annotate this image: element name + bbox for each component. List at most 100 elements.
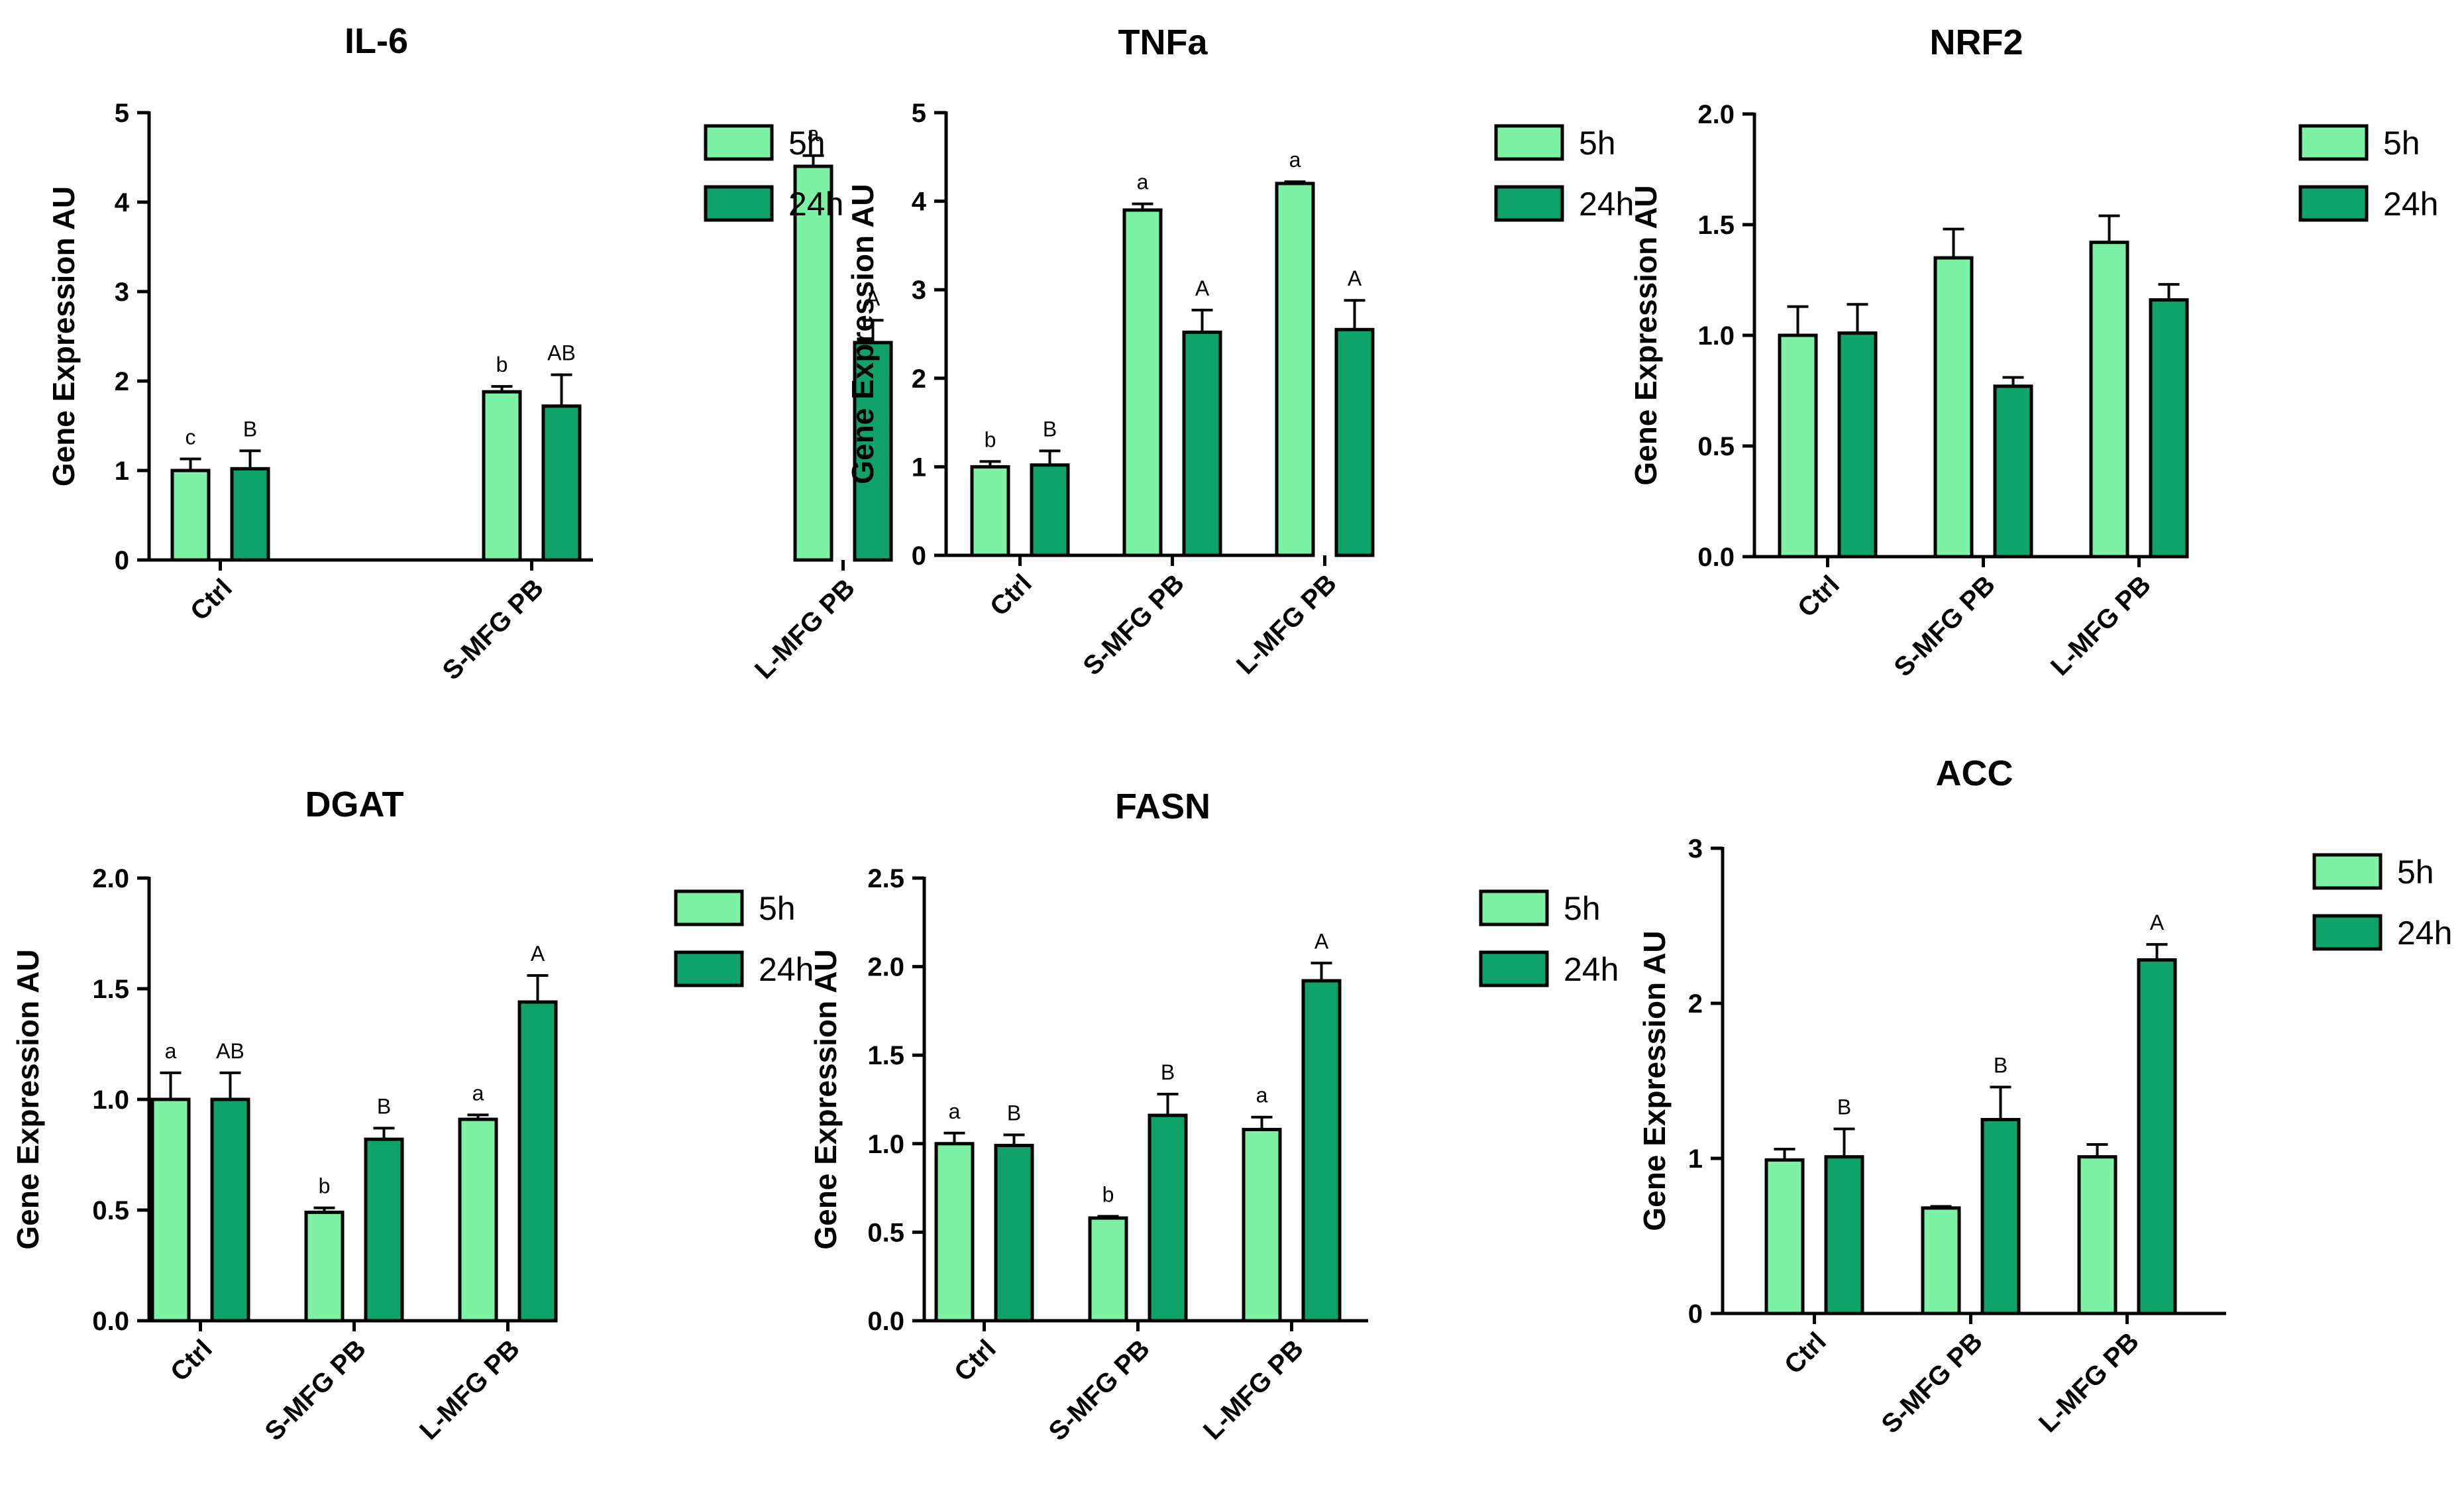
bar-24h-l-mfg-pb: [2137, 958, 2177, 1315]
bar-24h-s-mfg-pb: [364, 1137, 404, 1323]
bar-5h-ctrl: [1764, 1158, 1805, 1315]
y-tick-label: 2: [115, 367, 129, 396]
y-tick-label: 1.5: [92, 975, 129, 1004]
x-tick-label: L-MFG PB: [1198, 1334, 1309, 1445]
legend-swatch-24h: [1479, 950, 1549, 987]
x-tick-label: L-MFG PB: [414, 1334, 525, 1445]
bar-5h-ctrl: [934, 1142, 975, 1323]
y-tick-label: 2.0: [1697, 100, 1735, 129]
y-axis-label: Gene Expression AU: [11, 949, 45, 1249]
legend-label-5h: 5h: [2397, 854, 2434, 891]
bar-24h-s-mfg-pb: [1993, 384, 2033, 559]
chart-title: ACC: [1936, 753, 2013, 793]
bar-5h-l-mfg-pb: [458, 1117, 498, 1323]
y-axis-label: Gene Expression AU: [1637, 930, 1672, 1231]
y-tick-label: 1.5: [1697, 211, 1735, 240]
x-tick-label: Ctrl: [949, 1334, 1002, 1387]
chart-panel-tnfa: TNFa Gene Expression AU 0 1 2 3 4 5 b B Ctrl a A S-MF…: [845, 23, 1634, 681]
significance-label: A: [1195, 276, 1210, 300]
significance-label: a: [1137, 170, 1149, 194]
chart-title: DGAT: [305, 785, 404, 824]
bar-5h-l-mfg-pb: [1242, 1127, 1282, 1323]
y-tick-label: 1: [115, 457, 129, 486]
y-tick-label: 2: [912, 364, 926, 394]
y-tick-label: 3: [912, 276, 926, 305]
chart-panel-nrf2: NRF2 Gene Expression AU 0.0 0.5 1.0 1.5 2.0 Ctr…: [1629, 23, 2438, 683]
chart-title: TNFa: [1118, 23, 1208, 62]
y-tick-label: 0.0: [867, 1307, 904, 1336]
x-tick-label: Ctrl: [1792, 570, 1845, 623]
y-tick-label: 0.0: [92, 1307, 129, 1336]
bar-5h-s-mfg-pb: [304, 1210, 345, 1323]
bar-24h-l-mfg-pb: [2149, 298, 2189, 559]
bar-24h-ctrl: [230, 467, 270, 562]
significance-label: B: [1043, 417, 1057, 441]
bar-24h-l-mfg-pb: [853, 341, 893, 562]
bar-5h-l-mfg-pb: [1275, 182, 1315, 557]
y-tick-label: 1: [1688, 1144, 1703, 1174]
significance-label: A: [1348, 266, 1362, 290]
bar-24h-ctrl: [1030, 463, 1070, 557]
bar-24h-ctrl: [1824, 1155, 1864, 1315]
x-tick-label: L-MFG PB: [2033, 1327, 2145, 1438]
y-tick-label: 5: [115, 99, 129, 128]
y-axis-label: Gene Expression AU: [808, 949, 843, 1249]
y-axis-label: Gene Expression AU: [46, 186, 81, 486]
legend-label-24h: 24h: [2397, 915, 2452, 952]
bar-5h-ctrl: [150, 1097, 191, 1323]
bar-24h-s-mfg-pb: [1182, 330, 1222, 557]
x-tick-label: S-MFG PB: [437, 573, 549, 685]
y-tick-label: 0.5: [1697, 432, 1735, 461]
y-tick-label: 0: [912, 541, 926, 571]
y-tick-label: 1.0: [1697, 321, 1735, 351]
significance-label: B: [243, 417, 257, 441]
significance-label: B: [1161, 1060, 1175, 1084]
significance-label: c: [186, 425, 196, 449]
significance-label: a: [949, 1099, 961, 1123]
bar-5h-ctrl: [170, 469, 211, 562]
bar-24h-ctrl: [1837, 331, 1878, 559]
legend-label-24h: 24h: [759, 951, 814, 988]
legend-swatch-5h: [2298, 124, 2369, 161]
legend-label-5h: 5h: [1579, 125, 1616, 162]
bar-5h-ctrl: [1778, 333, 1818, 559]
y-tick-label: 4: [912, 188, 927, 217]
legend-swatch-5h: [704, 124, 774, 161]
y-tick-label: 0.5: [867, 1218, 904, 1247]
legend-swatch-5h: [1479, 889, 1549, 926]
legend-label-5h: 5h: [759, 890, 796, 927]
legend-swatch-24h: [2298, 185, 2369, 222]
y-tick-label: 2: [1688, 989, 1703, 1019]
bar-24h-ctrl: [994, 1143, 1034, 1323]
y-tick-label: 1.0: [867, 1130, 904, 1159]
legend-swatch-5h: [674, 889, 744, 926]
significance-label: A: [1314, 929, 1329, 953]
significance-label: a: [1289, 148, 1301, 172]
significance-label: B: [1994, 1053, 2008, 1077]
x-tick-label: S-MFG PB: [259, 1334, 371, 1446]
y-tick-label: 1: [912, 453, 926, 482]
bar-5h-l-mfg-pb: [2089, 241, 2129, 559]
significance-label: AB: [216, 1039, 244, 1063]
bar-5h-l-mfg-pb: [793, 164, 833, 562]
x-tick-label: S-MFG PB: [1888, 570, 2000, 682]
chart-title: FASN: [1115, 787, 1210, 826]
legend-label-24h: 24h: [1564, 951, 1619, 988]
significance-label: B: [1007, 1101, 1021, 1125]
legend-swatch-24h: [2312, 914, 2383, 951]
x-tick-label: Ctrl: [165, 1334, 218, 1387]
significance-label: b: [985, 427, 996, 451]
x-tick-label: Ctrl: [185, 573, 238, 626]
significance-label: A: [531, 942, 545, 966]
significance-label: b: [496, 353, 508, 376]
chart-panel-il-6: IL-6 Gene Expression AU 0 1 2 3 4 5 c B Ctrl b AB S-M…: [46, 21, 893, 686]
y-tick-label: 0: [115, 546, 129, 575]
chart-panel-fasn: FASN Gene Expression AU 0.0 0.5 1.0 1.5 2.0 2.5…: [808, 787, 1619, 1447]
significance-label: AB: [547, 341, 576, 365]
legend-label-5h: 5h: [2383, 125, 2420, 162]
y-axis-label: Gene Expression AU: [1629, 185, 1663, 485]
legend-label-5h: 5h: [788, 125, 826, 162]
y-tick-label: 2.0: [867, 953, 904, 982]
